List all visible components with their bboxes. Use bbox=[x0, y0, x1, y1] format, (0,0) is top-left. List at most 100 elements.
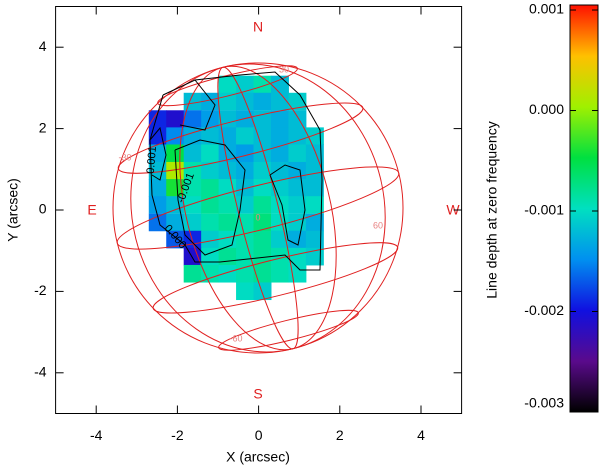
grid-label: 0 bbox=[255, 212, 260, 222]
heatmap-cell bbox=[270, 110, 289, 128]
x-axis-label: X (arcsec) bbox=[226, 449, 290, 465]
parallel bbox=[218, 309, 359, 351]
heatmap-cell bbox=[218, 144, 237, 163]
heatmap-cell bbox=[218, 264, 237, 283]
heatmap-cell bbox=[201, 127, 220, 145]
heatmap-cell bbox=[305, 230, 324, 249]
heatmap-cell bbox=[166, 213, 185, 232]
heatmap-cell bbox=[236, 196, 255, 214]
heatmap-cell bbox=[218, 75, 237, 94]
contours bbox=[149, 71, 323, 271]
colorbar-tick-label: 0.000 bbox=[529, 101, 564, 117]
heatmap-cell bbox=[253, 127, 272, 145]
heatmap-cell bbox=[201, 161, 220, 180]
heatmap-cell bbox=[305, 161, 324, 180]
heatmap-cell bbox=[201, 144, 220, 163]
x-tick-label: 4 bbox=[417, 427, 425, 443]
heatmap-cell bbox=[288, 127, 307, 145]
y-tick-label: 0 bbox=[39, 201, 47, 217]
contour-label: 0.001 bbox=[145, 146, 159, 174]
globe-grid bbox=[112, 62, 404, 354]
heatmap-cell bbox=[288, 110, 307, 128]
y-tick-label: -4 bbox=[34, 364, 47, 380]
heatmap-cell bbox=[148, 110, 167, 128]
heatmap-cell bbox=[288, 92, 307, 111]
heatmap-cell bbox=[166, 110, 185, 128]
contour bbox=[269, 164, 306, 246]
heatmap-cell bbox=[183, 144, 202, 163]
heatmap-cell bbox=[148, 127, 167, 145]
y-tick-label: 4 bbox=[39, 38, 47, 54]
heatmap-cell bbox=[201, 213, 220, 232]
meridian bbox=[217, 66, 299, 350]
heatmap-cell bbox=[253, 282, 272, 301]
parallel bbox=[117, 102, 364, 174]
heatmap-cell bbox=[253, 75, 272, 94]
heatmap-cell bbox=[183, 264, 202, 283]
parallel bbox=[116, 166, 400, 250]
heatmap-cell bbox=[253, 196, 272, 214]
heatmap-cell bbox=[288, 230, 307, 249]
heatmap-cell bbox=[305, 213, 324, 232]
colorbar-tick-label: 0.001 bbox=[529, 1, 564, 17]
heatmap-cell bbox=[236, 179, 255, 197]
heatmap-cell bbox=[166, 127, 185, 145]
heatmap-cell bbox=[253, 230, 272, 249]
contour bbox=[174, 139, 246, 256]
heatmap bbox=[148, 75, 324, 301]
heatmap-cell bbox=[253, 110, 272, 128]
colorbar bbox=[569, 4, 599, 413]
heatmap-cell bbox=[270, 264, 289, 283]
parallel bbox=[157, 65, 298, 107]
heatmap-cell bbox=[288, 179, 307, 197]
heatmap-cell bbox=[148, 179, 167, 197]
heatmap-cell bbox=[270, 127, 289, 145]
heatmap-cell bbox=[236, 264, 255, 283]
heatmap-cell bbox=[253, 144, 272, 163]
parallel bbox=[152, 242, 399, 314]
heatmap-cell bbox=[218, 247, 237, 266]
heatmap-cell bbox=[253, 161, 272, 180]
grid-label: 30 bbox=[279, 64, 289, 74]
heatmap-cell bbox=[201, 264, 220, 283]
x-tick-label: 2 bbox=[336, 427, 344, 443]
contour bbox=[149, 126, 167, 181]
grid-label: -30 bbox=[118, 152, 131, 162]
heatmap-cell bbox=[236, 127, 255, 145]
heatmap-cell bbox=[253, 92, 272, 111]
heatmap-cell bbox=[305, 196, 324, 214]
heatmap-cell bbox=[288, 144, 307, 163]
heatmap-cell bbox=[236, 247, 255, 266]
heatmap-cell bbox=[236, 144, 255, 163]
heatmap-cell bbox=[183, 230, 202, 249]
heatmap-cell bbox=[201, 247, 220, 266]
direction-label: S bbox=[253, 386, 262, 402]
heatmap-cell bbox=[305, 247, 324, 266]
heatmap-cell bbox=[218, 110, 237, 128]
heatmap-cell bbox=[183, 247, 202, 266]
heatmap-cell bbox=[201, 230, 220, 249]
grid-label: 60 bbox=[373, 220, 383, 230]
heatmap-cell bbox=[201, 179, 220, 197]
heatmap-cell bbox=[183, 179, 202, 197]
y-axis-label: Y (arcsec) bbox=[5, 178, 21, 242]
heatmap-cell bbox=[270, 161, 289, 180]
direction-label: E bbox=[87, 202, 96, 218]
heatmap-cell bbox=[236, 282, 255, 301]
heatmap-cell bbox=[148, 144, 167, 163]
heatmap-cell bbox=[183, 110, 202, 128]
direction-label: N bbox=[253, 19, 263, 35]
heatmap-cell bbox=[218, 196, 237, 214]
heatmap-cell bbox=[148, 161, 167, 180]
contour bbox=[149, 71, 323, 271]
grid-label: -60 bbox=[229, 333, 242, 343]
heatmap-cell bbox=[270, 92, 289, 111]
x-tick-label: 0 bbox=[255, 427, 263, 443]
heatmap-cell bbox=[270, 247, 289, 266]
heatmap-cell bbox=[236, 213, 255, 232]
heatmap-cell bbox=[218, 161, 237, 180]
colorbar-tick-label: -0.002 bbox=[524, 302, 564, 318]
heatmap-cell bbox=[166, 230, 185, 249]
heatmap-cell bbox=[201, 110, 220, 128]
